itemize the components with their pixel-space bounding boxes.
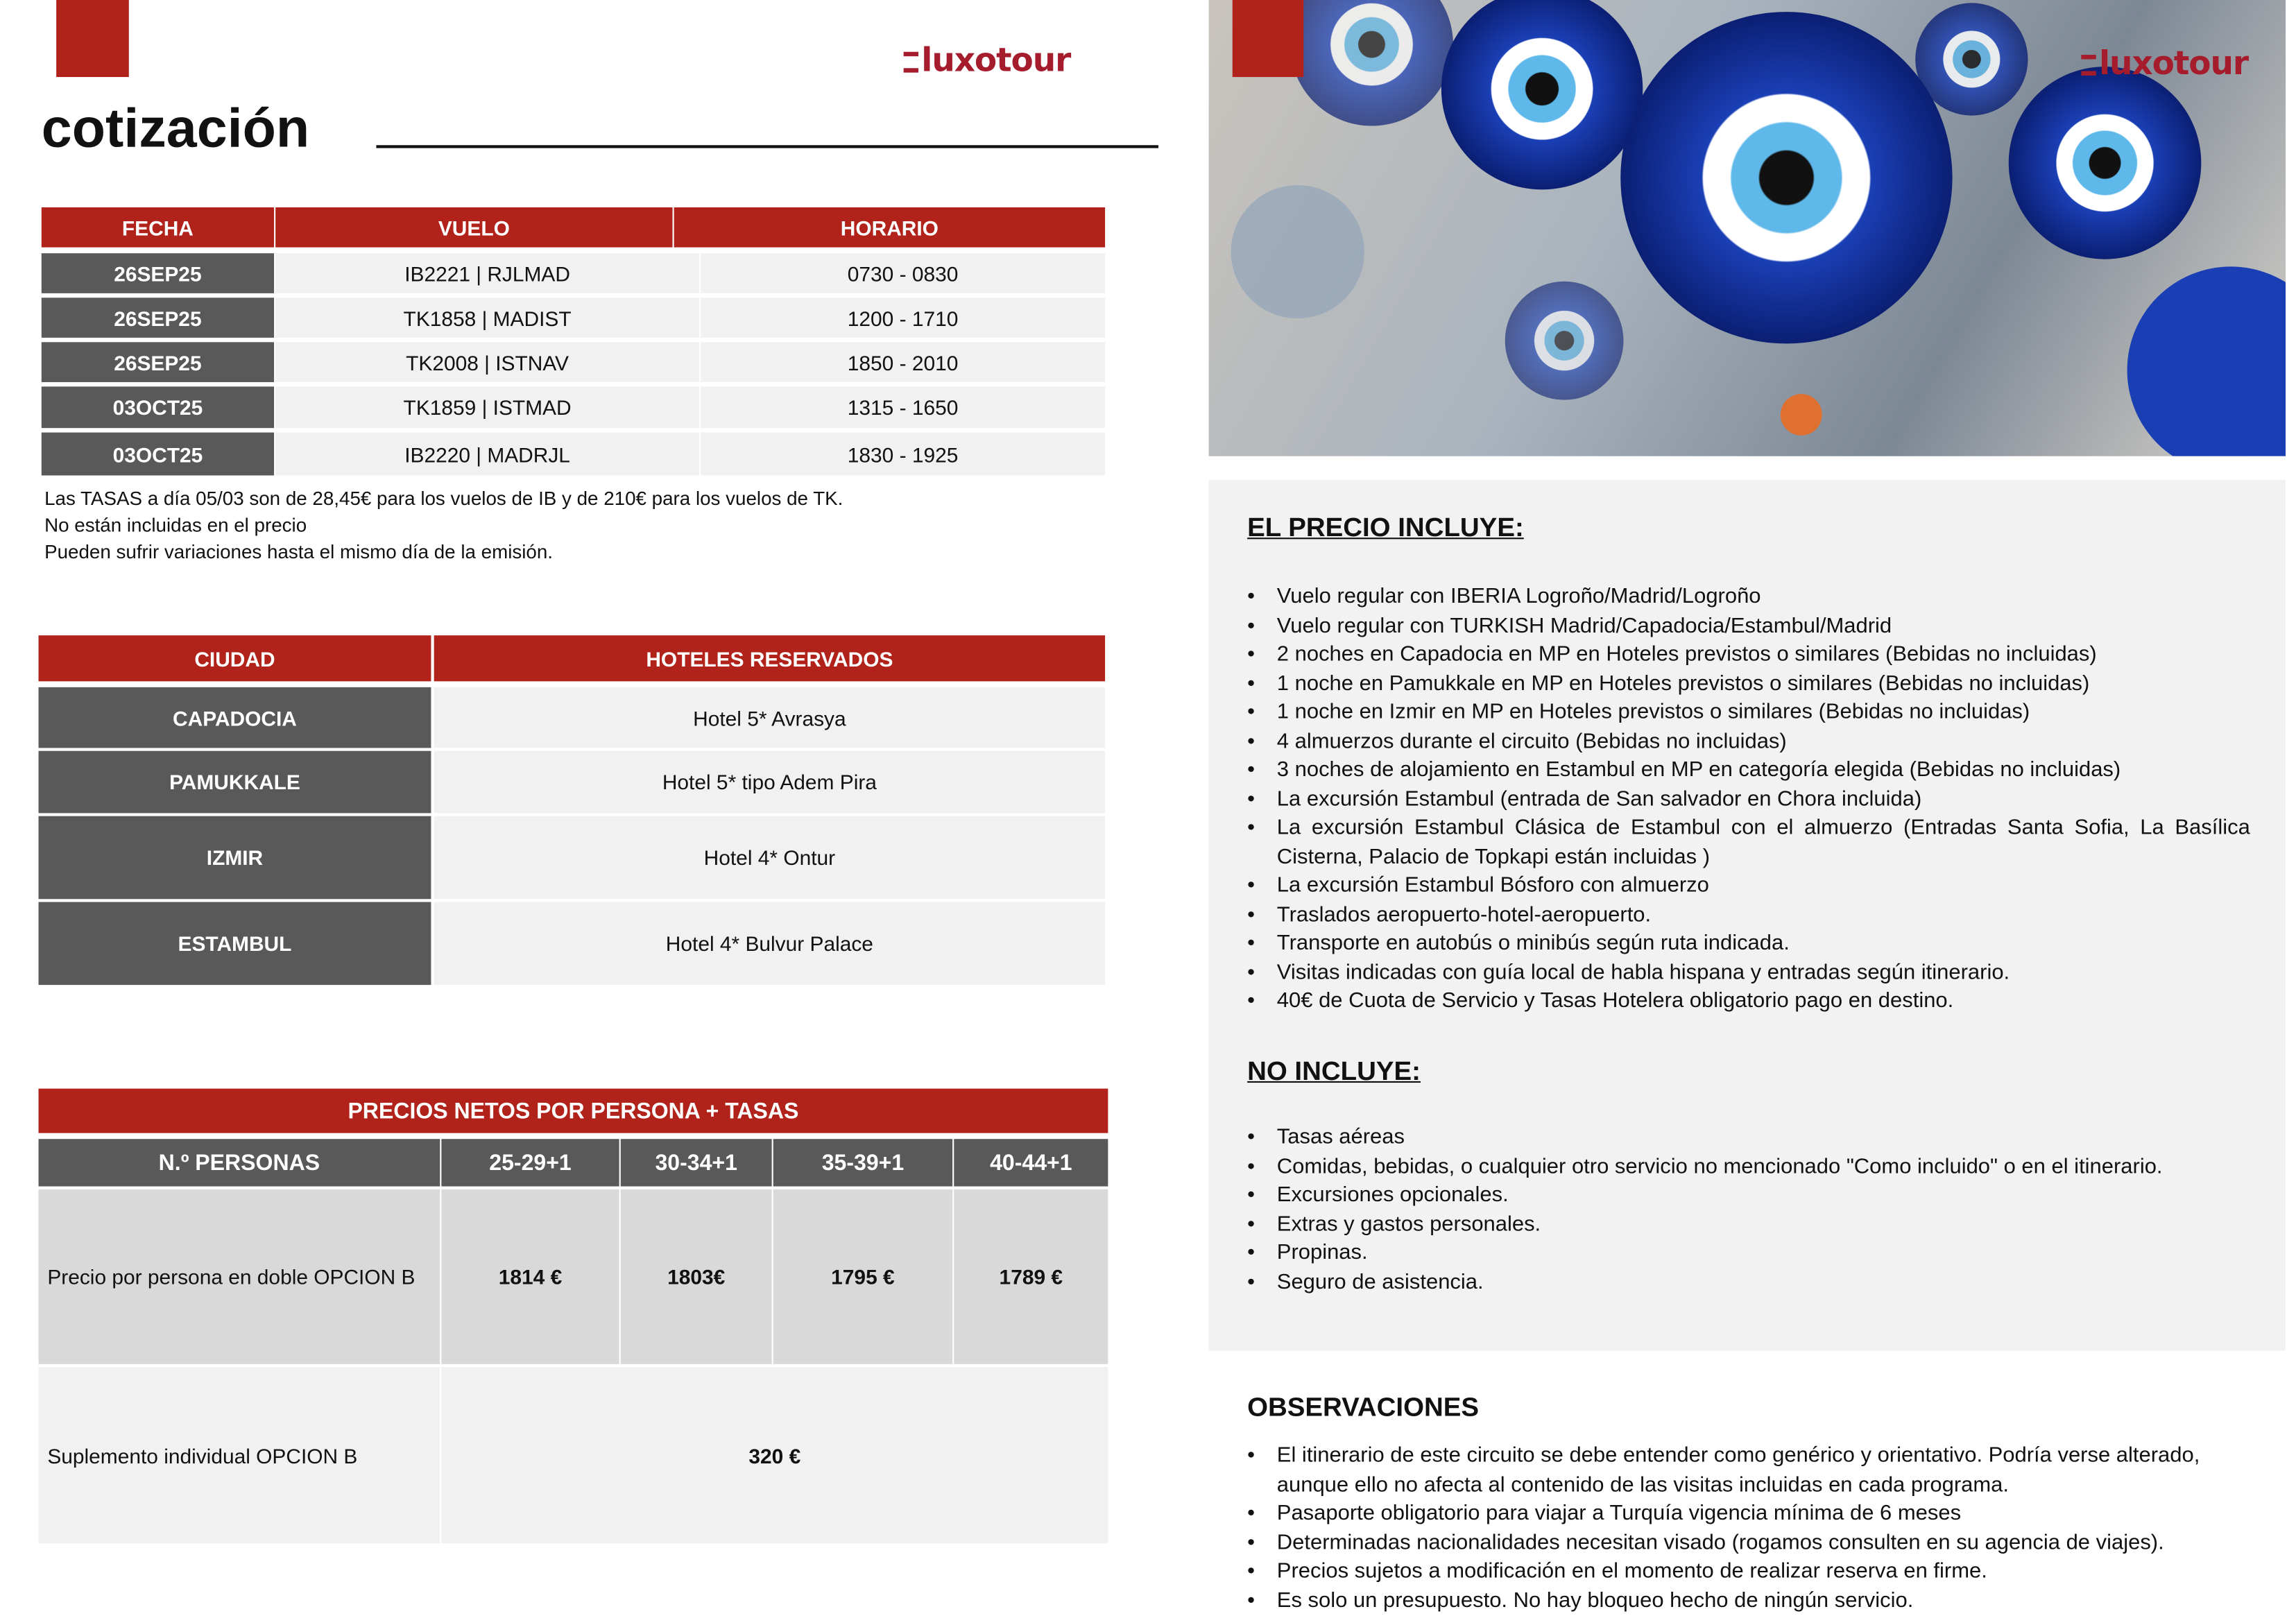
header-group: 25-29+1 [441,1139,619,1187]
list-item: Comidas, bebidas, o cualquier otro servi… [1247,1153,2250,1182]
red-corner-block [56,0,129,78]
list-item: Tasas aéreas [1247,1124,2250,1153]
includes-list: Vuelo regular con IBERIA Logroño/Madrid/… [1247,583,2250,1017]
city-name: IZMIR [38,816,431,900]
flight-number: TK1859 | ISTMAD [275,386,699,429]
hotel-name: Hotel 5* Avrasya [434,687,1106,748]
observations-list: El itinerario de este circuito se debe e… [1247,1443,2250,1616]
double-price: 1814 € [441,1189,619,1364]
flight-date: 03OCT25 [41,386,275,429]
note-line: Las TASAS a día 05/03 son de 28,45€ para… [44,487,843,510]
list-item: 40€ de Cuota de Servicio y Tasas Hoteler… [1247,988,2250,1017]
flight-date: 26SEP25 [41,253,275,293]
list-item: 4 almuerzos durante el circuito (Bebidas… [1247,728,2250,757]
luxotour-logo: luxotour [2081,46,2249,83]
list-item: Visitas indicadas con guía local de habl… [1247,959,2250,988]
single-price: 320 € [441,1367,1108,1544]
header-fecha: FECHA [41,207,275,248]
list-item: Vuelo regular con IBERIA Logroño/Madrid/… [1247,583,2250,612]
list-item: La excursión Estambul Bósforo con almuer… [1247,873,2250,902]
header-ciudad: CIUDAD [38,635,431,682]
flight-number: TK2008 | ISTNAV [275,342,699,382]
observations-heading: OBSERVACIONES [1247,1392,1480,1422]
flight-time: 1830 - 1925 [701,432,1106,476]
luxotour-logo: luxotour [903,43,1071,80]
taxes-note: Las TASAS a día 05/03 son de 28,45€ para… [44,485,843,565]
excludes-list: Tasas aéreasComidas, bebidas, o cualquie… [1247,1124,2250,1298]
header-group: 30-34+1 [620,1139,772,1187]
list-item: 3 noches de alojamiento en Estambul en M… [1247,757,2250,786]
list-item: Determinadas nacionalidades necesitan vi… [1247,1529,2250,1558]
city-name: ESTAMBUL [38,902,431,986]
city-name: PAMUKKALE [38,750,431,814]
flight-date: 26SEP25 [41,298,275,338]
flight-date: 03OCT25 [41,432,275,476]
flight-time: 1315 - 1650 [701,386,1106,429]
list-item: La excursión Estambul Clásica de Estambu… [1247,815,2250,873]
double-label: Precio por persona en doble OPCION B [38,1189,440,1364]
flight-number: IB2220 | MADRJL [275,432,699,476]
list-item: 1 noche en Pamukkale en MP en Hoteles pr… [1247,670,2250,699]
header-hoteles: HOTELES RESERVADOS [434,635,1106,682]
list-item: Extras y gastos personales. [1247,1211,2250,1240]
list-item: Pasaporte obligatorio para viajar a Turq… [1247,1500,2250,1529]
list-item: Precios sujetos a modificación en el mom… [1247,1558,2250,1588]
flight-time: 0730 - 0830 [701,253,1106,293]
double-price: 1789 € [954,1189,1108,1364]
flight-time: 1200 - 1710 [701,298,1106,338]
list-item: El itinerario de este circuito se debe e… [1247,1443,2250,1500]
list-item: Traslados aeropuerto-hotel-aeropuerto. [1247,901,2250,930]
hotel-name: Hotel 4* Ontur [434,816,1106,900]
evil-eye-illustration [1231,0,2286,456]
list-item: Vuelo regular con TURKISH Madrid/Capadoc… [1247,612,2250,642]
list-item: Es solo un presupuesto. No hay bloqueo h… [1247,1587,2250,1616]
flight-number: IB2221 | RJLMAD [275,253,699,293]
includes-heading: EL PRECIO INCLUYE: [1247,512,1524,542]
flight-time: 1850 - 2010 [701,342,1106,382]
note-line: No están incluidas en el precio [44,514,307,537]
list-item: 1 noche en Izmir en MP en Hoteles previs… [1247,699,2250,728]
header-vuelo: VUELO [275,207,673,248]
double-price: 1795 € [773,1189,953,1364]
hotel-name: Hotel 5* tipo Adem Pira [434,750,1106,814]
single-label: Suplemento individual OPCION B [38,1367,440,1544]
page-title: cotización [41,97,310,159]
excludes-heading: NO INCLUYE: [1247,1056,1421,1086]
flight-number: TK1858 | MADIST [275,298,699,338]
hotel-name: Hotel 4* Bulvur Palace [434,902,1106,986]
note-line: Pueden sufrir variaciones hasta el mismo… [44,540,554,563]
header-group: 35-39+1 [773,1139,953,1187]
list-item: 2 noches en Capadocia en MP en Hoteles p… [1247,642,2250,671]
header-group: 40-44+1 [954,1139,1108,1187]
list-item: Seguro de asistencia. [1247,1269,2250,1298]
title-rule [376,145,1158,148]
city-name: CAPADOCIA [38,687,431,748]
flight-date: 26SEP25 [41,342,275,382]
list-item: Transporte en autobús o minibús según ru… [1247,930,2250,959]
list-item: La excursión Estambul (entrada de San sa… [1247,786,2250,815]
evil-eye-photo [1208,0,2286,456]
header-personas: N.º PERSONAS [38,1139,440,1187]
list-item: Excursiones opcionales. [1247,1182,2250,1211]
prices-title: PRECIOS NETOS POR PERSONA + TASAS [38,1088,1108,1133]
list-item: Propinas. [1247,1239,2250,1269]
double-price: 1803€ [620,1189,772,1364]
header-horario: HORARIO [674,207,1106,248]
red-corner-block [1232,0,1304,78]
